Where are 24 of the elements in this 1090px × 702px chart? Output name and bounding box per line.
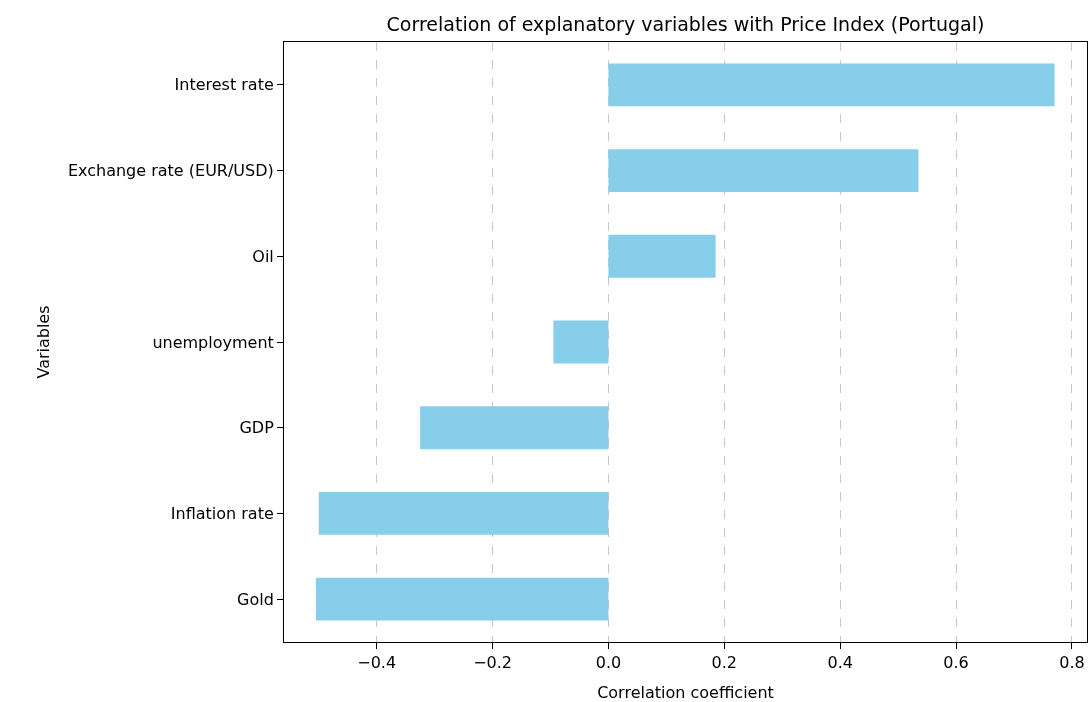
bar xyxy=(608,149,919,192)
bar xyxy=(553,320,609,364)
bar xyxy=(608,234,716,278)
bar xyxy=(318,492,609,535)
y-tick-label: GDP xyxy=(239,418,275,438)
bar xyxy=(315,577,609,621)
y-tick-label: Inflation rate xyxy=(170,504,274,524)
x-tick-label: 0.0 xyxy=(595,653,622,673)
x-tick-label: 0.4 xyxy=(827,653,853,673)
y-tick-label: Oil xyxy=(252,246,274,266)
x-tick-label: −0.4 xyxy=(357,653,397,673)
y-tick-label: Gold xyxy=(237,589,274,609)
x-tick-label: 0.8 xyxy=(1059,653,1085,673)
bar xyxy=(420,406,609,450)
y-tick-label: Interest rate xyxy=(174,75,274,95)
y-axis-title: Variables xyxy=(33,305,53,379)
x-tick-label: 0.2 xyxy=(711,653,738,673)
chart-title: Correlation of explanatory variables with Price Index (Portugal) xyxy=(386,12,985,35)
y-tick-label: unemployment xyxy=(152,332,274,352)
x-tick-label: 0.6 xyxy=(943,653,969,673)
x-tick-label: −0.2 xyxy=(473,653,512,673)
bar xyxy=(608,63,1055,107)
x-axis-title: Correlation coefficient xyxy=(597,683,774,702)
y-tick-label: Exchange rate (EUR/USD) xyxy=(67,161,274,181)
